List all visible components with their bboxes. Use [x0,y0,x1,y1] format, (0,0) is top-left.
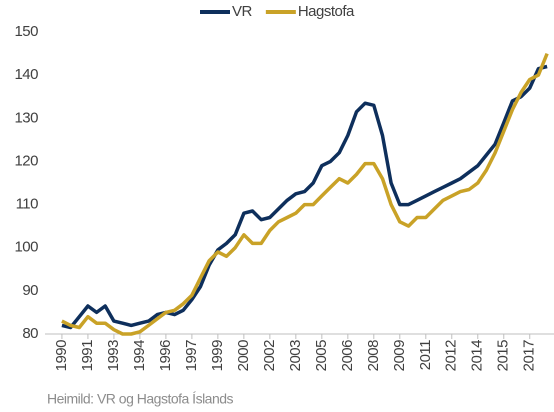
source-note: Heimild: VR og Hagstofa Íslands [47,391,234,407]
legend-label: VR [232,3,253,20]
series-line [61,52,549,336]
series-line [61,64,548,330]
y-tick-label: 90 [22,282,38,299]
y-tick-label: 80 [22,325,38,342]
y-tick-label: 110 [16,196,39,213]
x-tick-label: 2002 [261,340,278,372]
x-tick-label: 2015 [495,340,512,372]
x-tick-label: 2014 [469,340,486,372]
x-tick-label: 2005 [313,340,330,372]
x-tick-label: 2008 [365,340,382,372]
x-tick-label: 1994 [131,340,148,372]
x-tick-label: 2017 [521,340,538,372]
x-tick-label: 1999 [209,340,226,372]
y-tick-label: 140 [14,66,38,83]
y-tick-label: 120 [14,152,38,169]
x-tick-label: 2012 [443,340,460,372]
y-tick-label: 100 [14,239,38,256]
x-tick-label: 2009 [391,340,408,372]
y-tick-label: 150 [14,23,38,40]
x-tick-label: 2003 [287,340,304,372]
x-tick-label: 2000 [235,340,252,372]
legend-label: Hagstofa [298,3,355,20]
x-tick-label: 2006 [339,340,356,372]
x-tick-label: 1993 [105,340,122,372]
x-tick-label: 1990 [53,340,70,372]
x-tick-label: 1997 [183,340,200,372]
x-tick-label: 2011 [417,340,434,370]
y-tick-label: 130 [14,109,38,126]
x-tick-label: 1996 [157,340,174,372]
x-tick-label: 1991 [79,340,96,372]
